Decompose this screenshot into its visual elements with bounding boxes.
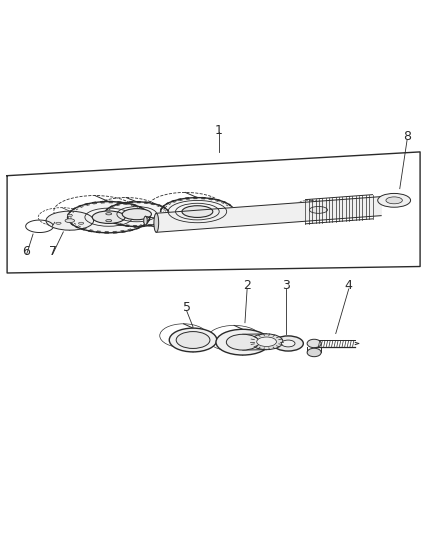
- Text: 7: 7: [49, 245, 57, 258]
- Ellipse shape: [65, 219, 74, 223]
- Ellipse shape: [106, 213, 112, 215]
- Ellipse shape: [307, 340, 321, 348]
- Ellipse shape: [169, 328, 217, 352]
- Ellipse shape: [257, 337, 276, 346]
- Ellipse shape: [281, 340, 295, 347]
- Ellipse shape: [176, 332, 210, 349]
- Ellipse shape: [106, 220, 112, 222]
- Text: 6: 6: [23, 245, 31, 258]
- Ellipse shape: [226, 334, 259, 350]
- Text: 1: 1: [215, 124, 223, 137]
- Text: 2: 2: [243, 279, 251, 293]
- Ellipse shape: [46, 211, 94, 230]
- Ellipse shape: [161, 198, 234, 225]
- Ellipse shape: [56, 222, 61, 224]
- Ellipse shape: [67, 214, 72, 216]
- Ellipse shape: [154, 213, 159, 232]
- Ellipse shape: [273, 336, 304, 351]
- Ellipse shape: [182, 206, 213, 217]
- Text: 3: 3: [282, 279, 290, 293]
- Ellipse shape: [378, 193, 410, 207]
- Text: 4: 4: [345, 279, 353, 293]
- Ellipse shape: [309, 206, 328, 213]
- Ellipse shape: [302, 204, 335, 216]
- Polygon shape: [243, 334, 267, 350]
- Ellipse shape: [250, 334, 283, 350]
- Ellipse shape: [307, 348, 321, 357]
- Ellipse shape: [122, 208, 152, 220]
- Ellipse shape: [386, 197, 403, 204]
- Text: 5: 5: [183, 301, 191, 314]
- Ellipse shape: [67, 201, 150, 233]
- Polygon shape: [156, 197, 381, 232]
- Ellipse shape: [216, 329, 270, 355]
- Ellipse shape: [144, 216, 147, 225]
- Ellipse shape: [92, 211, 125, 223]
- Ellipse shape: [78, 222, 84, 224]
- Ellipse shape: [104, 202, 169, 227]
- Text: 8: 8: [403, 130, 411, 143]
